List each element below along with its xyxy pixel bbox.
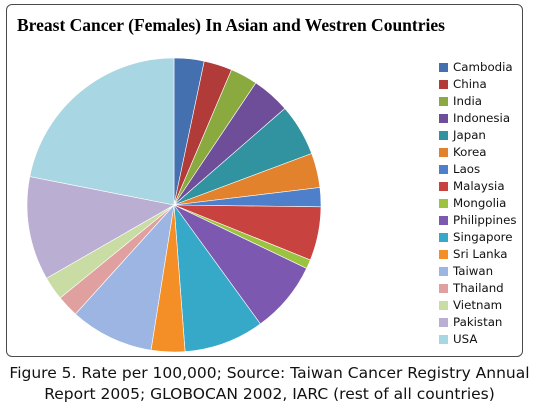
legend-item-usa: USA bbox=[439, 331, 525, 348]
legend-label: Indonesia bbox=[453, 111, 511, 125]
legend-label: Thailand bbox=[453, 281, 504, 295]
legend-item-pakistan: Pakistan bbox=[439, 314, 525, 331]
legend-swatch bbox=[439, 165, 448, 174]
caption-line-1: Figure 5. Rate per 100,000; Source: Taiw… bbox=[9, 364, 530, 382]
pie-slice-usa bbox=[29, 57, 175, 206]
legend-item-taiwan: Taiwan bbox=[439, 263, 525, 280]
legend-item-laos: Laos bbox=[439, 161, 525, 178]
legend-swatch bbox=[439, 80, 448, 89]
legend-swatch bbox=[439, 284, 448, 293]
pie-slice-taiwan bbox=[74, 204, 175, 351]
pie-chart bbox=[26, 57, 322, 353]
legend-item-indonesia: Indonesia bbox=[439, 110, 525, 127]
chart-legend: Cambodia China India Indonesia Japan Korea Lao… bbox=[439, 59, 525, 348]
legend-label: Japan bbox=[453, 128, 486, 142]
legend-swatch bbox=[439, 182, 448, 191]
legend-swatch bbox=[439, 267, 448, 276]
legend-label: Singapore bbox=[453, 230, 513, 244]
figure-caption: Figure 5. Rate per 100,000; Source: Taiw… bbox=[0, 363, 539, 405]
legend-label: Pakistan bbox=[453, 315, 503, 329]
legend-label: Mongolia bbox=[453, 196, 507, 210]
legend-item-japan: Japan bbox=[439, 127, 525, 144]
legend-swatch bbox=[439, 318, 448, 327]
legend-item-thailand: Thailand bbox=[439, 280, 525, 297]
legend-label: India bbox=[453, 94, 482, 108]
legend-label: Vietnam bbox=[453, 298, 503, 312]
legend-label: Taiwan bbox=[453, 264, 494, 278]
legend-item-cambodia: Cambodia bbox=[439, 59, 525, 76]
legend-label: China bbox=[453, 77, 487, 91]
pie-slice-pakistan bbox=[26, 176, 175, 279]
legend-label: Laos bbox=[453, 162, 481, 176]
legend-item-malaysia: Malaysia bbox=[439, 178, 525, 195]
legend-swatch bbox=[439, 335, 448, 344]
legend-swatch bbox=[439, 97, 448, 106]
legend-swatch bbox=[439, 250, 448, 259]
legend-label: Philippines bbox=[453, 213, 517, 227]
legend-label: Cambodia bbox=[453, 60, 513, 74]
pie-slice-singapore bbox=[173, 203, 261, 352]
legend-item-singapore: Singapore bbox=[439, 229, 525, 246]
legend-swatch bbox=[439, 63, 448, 72]
legend-label: Korea bbox=[453, 145, 487, 159]
legend-swatch bbox=[439, 301, 448, 310]
legend-swatch bbox=[439, 199, 448, 208]
legend-item-philippines: Philippines bbox=[439, 212, 525, 229]
legend-swatch bbox=[439, 233, 448, 242]
legend-swatch bbox=[439, 216, 448, 225]
legend-swatch bbox=[439, 148, 448, 157]
legend-item-mongolia: Mongolia bbox=[439, 195, 525, 212]
legend-swatch bbox=[439, 131, 448, 140]
legend-label: Sri Lanka bbox=[453, 247, 508, 261]
legend-swatch bbox=[439, 114, 448, 123]
caption-line-2: Report 2005; GLOBOCAN 2002, IARC (rest o… bbox=[44, 385, 495, 403]
legend-item-sri-lanka: Sri Lanka bbox=[439, 246, 525, 263]
legend-item-china: China bbox=[439, 76, 525, 93]
chart-title: Breast Cancer (Females) In Asian and Wes… bbox=[17, 15, 445, 35]
legend-item-vietnam: Vietnam bbox=[439, 297, 525, 314]
legend-label: USA bbox=[453, 332, 478, 346]
legend-item-india: India bbox=[439, 93, 525, 110]
chart-frame: Breast Cancer (Females) In Asian and Wes… bbox=[6, 4, 523, 357]
legend-item-korea: Korea bbox=[439, 144, 525, 161]
legend-label: Malaysia bbox=[453, 179, 505, 193]
